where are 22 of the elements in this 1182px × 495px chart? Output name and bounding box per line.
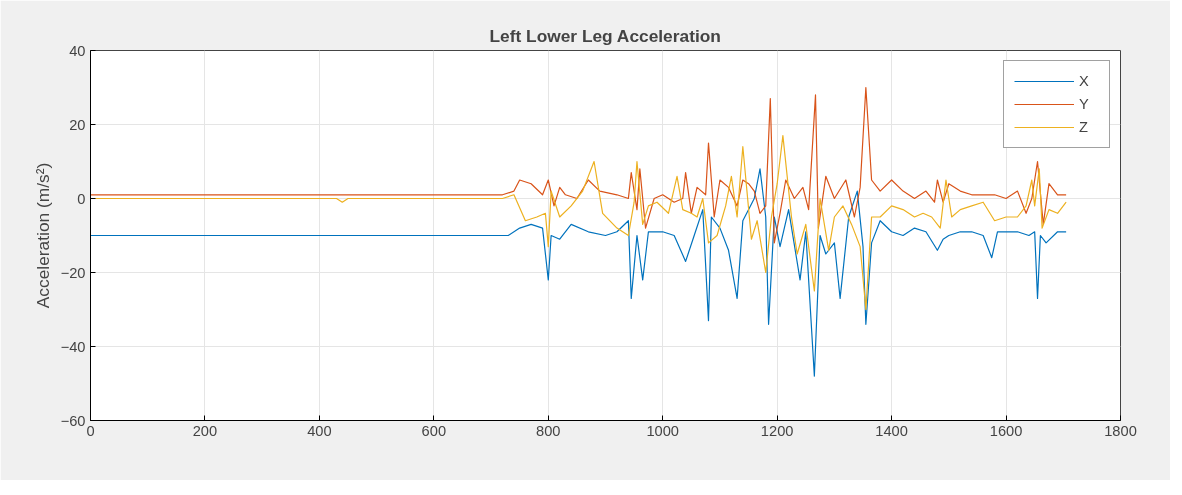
y-axis-title: Acceleration (m/s²) bbox=[32, 162, 53, 309]
x-tick-label: 1200 bbox=[760, 422, 794, 439]
x-tick-label: 600 bbox=[421, 422, 447, 439]
line-series bbox=[90, 168, 1067, 377]
x-tick-label: 200 bbox=[192, 422, 218, 439]
x-tick-label: 400 bbox=[307, 422, 332, 439]
y-tick-label: −40 bbox=[60, 338, 86, 355]
x-tick-label: 1400 bbox=[875, 422, 908, 439]
chart-title: Left Lower Leg Acceleration bbox=[489, 25, 721, 46]
line-series bbox=[90, 86, 1067, 244]
y-tick-label: −60 bbox=[60, 412, 86, 429]
y-tick-label: 0 bbox=[77, 190, 86, 207]
y-tick-label: −20 bbox=[60, 264, 86, 281]
x-tick-label: 1000 bbox=[646, 422, 680, 439]
legend-label: Y bbox=[1079, 96, 1090, 112]
y-tick-label: 40 bbox=[69, 42, 86, 59]
y-tick-label: 20 bbox=[69, 116, 86, 133]
legend-label: X bbox=[1079, 73, 1090, 89]
x-tick-label: 1800 bbox=[1104, 422, 1137, 439]
x-tick-label: 800 bbox=[536, 422, 561, 439]
x-tick-label: 1600 bbox=[989, 422, 1023, 439]
legend-label: Z bbox=[1079, 119, 1089, 135]
